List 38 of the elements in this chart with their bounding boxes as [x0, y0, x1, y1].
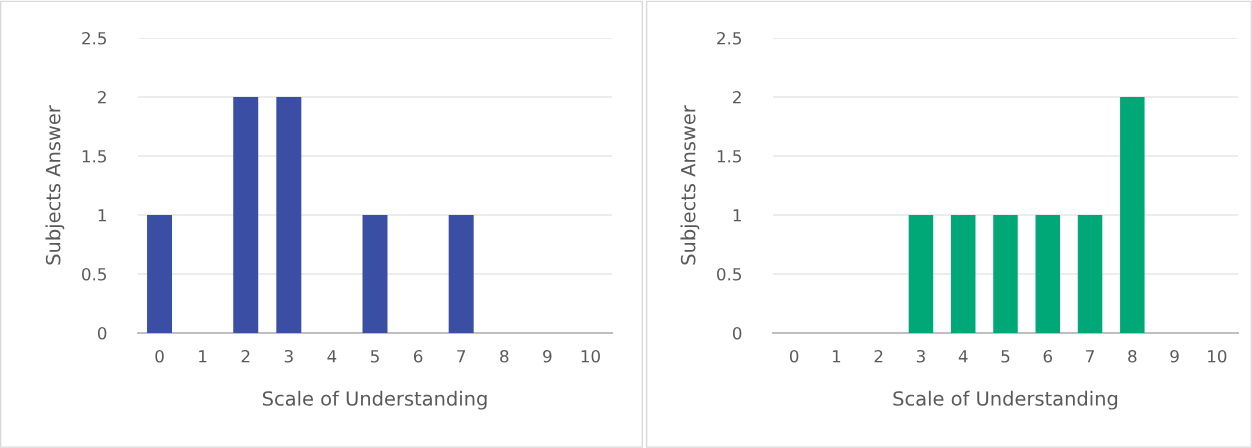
x-tick-label: 2	[874, 349, 883, 363]
x-tick-label: 9	[1170, 349, 1179, 363]
y-tick-label: 2	[98, 90, 106, 104]
y-tick-label: 1.5	[82, 150, 106, 163]
x-tick-label: 0	[155, 349, 164, 363]
y-tick-label: 0	[732, 326, 742, 340]
y-tick-label: 2.5	[717, 31, 741, 45]
x-tick-label: 4	[327, 350, 337, 363]
x-tick-label: 1	[832, 350, 841, 363]
x-tick-label: 4	[958, 350, 968, 363]
x-tick-label: 2	[241, 349, 250, 363]
y-tick-label: 1	[733, 209, 741, 222]
x-tick-label: 7	[457, 350, 466, 363]
x-tick-label: 6	[413, 349, 423, 363]
x-tick-label: 5	[1001, 350, 1010, 363]
y-tick-label: 1.5	[717, 150, 741, 163]
x-tick-label: 3	[284, 349, 293, 363]
y-axis-title: Subjects Answer	[680, 105, 700, 265]
y-tick-label: 0.5	[82, 267, 106, 281]
y-tick-label: 2.5	[82, 31, 106, 45]
x-axis-title: Scale of Understanding	[262, 390, 487, 410]
y-tick-label: 0	[97, 326, 107, 340]
x-tick-label: 10	[581, 349, 600, 363]
x-tick-label: 6	[1043, 349, 1053, 363]
x-tick-label: 3	[916, 349, 925, 363]
y-tick-label: 0.5	[717, 267, 741, 281]
x-tick-label: 7	[1086, 350, 1094, 363]
x-tick-label: 8	[500, 349, 509, 363]
x-tick-label: 5	[370, 350, 379, 363]
x-tick-label: 8	[1128, 349, 1137, 363]
x-tick-label: 0	[789, 349, 799, 363]
x-tick-label: 10	[1208, 349, 1227, 363]
y-axis-title: Subjects Answer	[45, 105, 65, 265]
y-tick-label: 1	[98, 209, 106, 222]
x-tick-label: 9	[543, 349, 552, 363]
x-axis-title: Scale of Understanding	[893, 390, 1118, 410]
x-tick-label: 1	[199, 350, 207, 363]
y-tick-label: 2	[733, 90, 741, 104]
